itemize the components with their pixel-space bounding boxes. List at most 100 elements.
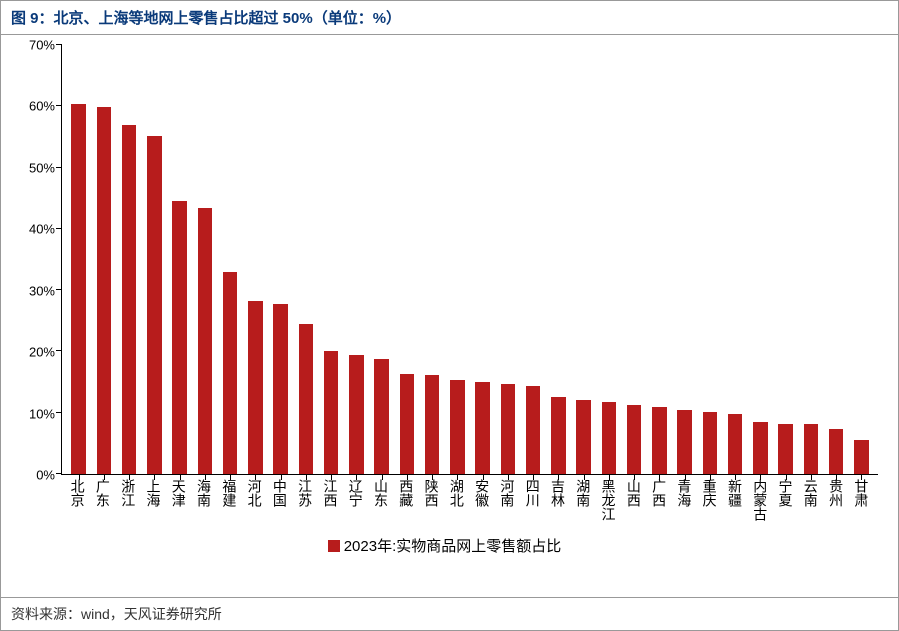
y-tick-mark — [56, 412, 62, 413]
x-label-slot: 内蒙古 — [748, 475, 773, 521]
x-category-label: 安徽 — [475, 479, 489, 521]
bar — [753, 422, 768, 474]
bar-slot — [470, 45, 495, 474]
bar — [450, 380, 465, 474]
x-label-slot: 新疆 — [722, 475, 747, 521]
x-label-slot: 山西 — [621, 475, 646, 521]
x-label-slot: 云南 — [798, 475, 823, 521]
bars-container — [62, 45, 878, 474]
bar — [172, 201, 187, 474]
x-label-slot: 河南 — [495, 475, 520, 521]
x-tick-mark — [407, 474, 408, 480]
y-tick-mark — [56, 228, 62, 229]
x-tick-mark — [861, 474, 862, 480]
x-tick-mark — [634, 474, 635, 480]
bar — [804, 424, 819, 474]
x-label-slot: 湖南 — [571, 475, 596, 521]
y-tick-label: 20% — [29, 345, 55, 360]
x-category-label: 内蒙古 — [753, 479, 767, 521]
bar — [501, 384, 516, 474]
x-tick-mark — [180, 474, 181, 480]
bar-slot — [748, 45, 773, 474]
x-category-label: 辽宁 — [349, 479, 363, 521]
bar — [71, 104, 86, 474]
bar-slot — [647, 45, 672, 474]
x-label-slot: 陕西 — [419, 475, 444, 521]
x-category-label: 福建 — [222, 479, 236, 521]
chart-title: 图 9：北京、上海等地网上零售占比超过 50%（单位：%） — [1, 1, 898, 35]
x-category-label: 广东 — [96, 479, 110, 521]
x-category-label: 四川 — [526, 479, 540, 521]
bar-slot — [243, 45, 268, 474]
x-category-label: 广西 — [652, 479, 666, 521]
bar — [526, 386, 541, 474]
x-category-label: 西藏 — [399, 479, 413, 521]
y-tick-label: 60% — [29, 99, 55, 114]
bar-slot — [521, 45, 546, 474]
x-category-label: 陕西 — [425, 479, 439, 521]
bar-slot — [596, 45, 621, 474]
bar — [627, 405, 642, 474]
x-tick-mark — [584, 474, 585, 480]
x-category-label: 江苏 — [298, 479, 312, 521]
x-category-label: 黑龙江 — [602, 479, 616, 521]
y-tick-label: 40% — [29, 222, 55, 237]
plot: 0%10%20%30%40%50%60%70% — [11, 45, 878, 475]
x-tick-mark — [508, 474, 509, 480]
bar-slot — [849, 45, 874, 474]
source-text: 资料来源：wind，天风证券研究所 — [1, 597, 898, 630]
x-label-slot: 黑龙江 — [596, 475, 621, 521]
bar-slot — [142, 45, 167, 474]
x-category-label: 上海 — [146, 479, 160, 521]
bar — [652, 407, 667, 474]
x-category-label: 新疆 — [728, 479, 742, 521]
x-label-slot: 贵州 — [823, 475, 848, 521]
x-tick-mark — [205, 474, 206, 480]
x-category-label: 中国 — [273, 479, 287, 521]
bar — [602, 402, 617, 474]
bar — [97, 107, 112, 474]
x-tick-mark — [659, 474, 660, 480]
bar-slot — [445, 45, 470, 474]
x-label-slot: 辽宁 — [343, 475, 368, 521]
x-axis-labels: 北京广东浙江上海天津海南福建河北中国江苏江西辽宁山东西藏陕西湖北安徽河南四川吉林… — [61, 475, 878, 521]
x-tick-mark — [483, 474, 484, 480]
x-tick-mark — [710, 474, 711, 480]
bar-slot — [319, 45, 344, 474]
bar — [703, 412, 718, 475]
x-label-slot: 吉林 — [545, 475, 570, 521]
x-label-slot: 宁夏 — [773, 475, 798, 521]
x-category-label: 吉林 — [551, 479, 565, 521]
x-label-slot: 江西 — [318, 475, 343, 521]
bar — [349, 355, 364, 475]
y-tick-label: 50% — [29, 160, 55, 175]
x-tick-mark — [230, 474, 231, 480]
x-tick-mark — [786, 474, 787, 480]
x-label-slot: 湖北 — [444, 475, 469, 521]
x-label-slot: 福建 — [217, 475, 242, 521]
bar — [299, 324, 314, 474]
x-tick-mark — [558, 474, 559, 480]
bar — [248, 301, 263, 474]
x-tick-mark — [79, 474, 80, 480]
x-tick-mark — [609, 474, 610, 480]
bar-slot — [91, 45, 116, 474]
bar-slot — [192, 45, 217, 474]
bar — [273, 304, 288, 474]
bar-slot — [394, 45, 419, 474]
chart-area — [61, 45, 878, 475]
x-label-slot: 海南 — [191, 475, 216, 521]
x-category-label: 青海 — [677, 479, 691, 521]
bar — [324, 351, 339, 474]
x-category-label: 河北 — [248, 479, 262, 521]
x-tick-mark — [811, 474, 812, 480]
x-tick-mark — [457, 474, 458, 480]
x-label-slot: 西藏 — [394, 475, 419, 521]
y-tick-label: 10% — [29, 406, 55, 421]
bar-slot — [824, 45, 849, 474]
y-tick-label: 70% — [29, 38, 55, 53]
bar — [551, 397, 566, 474]
bar-slot — [66, 45, 91, 474]
x-tick-mark — [331, 474, 332, 480]
x-tick-mark — [129, 474, 130, 480]
